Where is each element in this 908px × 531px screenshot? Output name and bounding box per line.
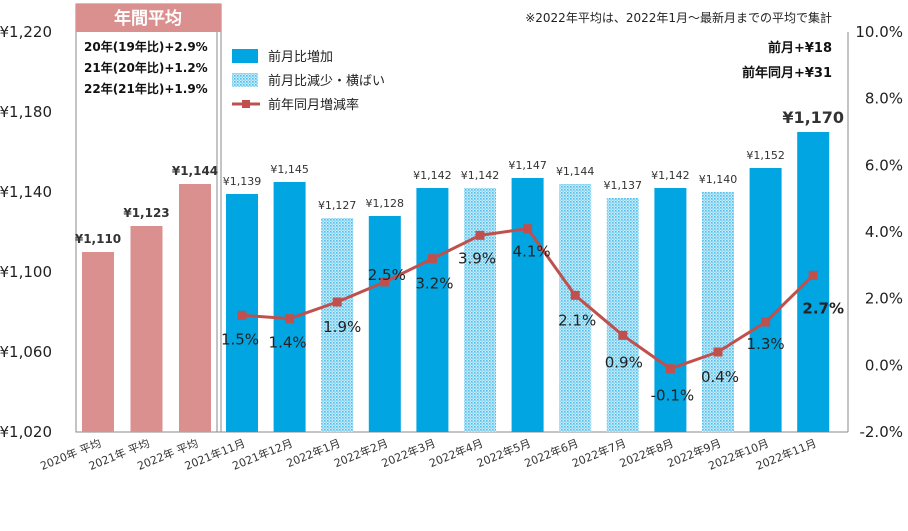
bar-value-label: ¥1,137 xyxy=(604,179,643,192)
y-left-tick-label: ¥1,100 xyxy=(0,263,52,281)
bar xyxy=(797,132,830,432)
bar-value-label: ¥1,110 xyxy=(75,232,121,246)
bar-value-label: ¥1,127 xyxy=(318,199,357,212)
x-tick-label: 2022年1月 xyxy=(284,436,342,470)
bar-value-label: ¥1,144 xyxy=(556,165,595,178)
line-value-label: -0.1% xyxy=(651,387,695,405)
bar xyxy=(130,226,163,432)
bar xyxy=(179,184,211,432)
bar xyxy=(321,218,354,432)
line-point xyxy=(618,330,628,340)
bar xyxy=(702,192,734,432)
x-tick-label: 2022年7月 xyxy=(570,436,628,470)
annual-panel-header xyxy=(76,4,221,32)
line-value-label: 2.5% xyxy=(368,266,406,284)
bar-value-label: ¥1,147 xyxy=(508,159,547,172)
line-value-label: 1.3% xyxy=(747,335,785,353)
line-point xyxy=(570,290,580,300)
stat-mom: 前月+¥18 xyxy=(768,40,832,56)
bar-value-label: ¥1,140 xyxy=(699,173,738,186)
x-tick-label: 2022年5月 xyxy=(475,436,533,470)
bar xyxy=(416,188,449,432)
y-right-tick-label: 2.0% xyxy=(865,290,903,308)
bar xyxy=(654,188,687,432)
line-point xyxy=(332,297,342,307)
line-point xyxy=(713,347,723,357)
annual-note-2022: 22年(21年比)+1.9% xyxy=(84,81,208,96)
line-value-label: 0.4% xyxy=(701,368,739,386)
line-point xyxy=(761,317,771,327)
bar-value-label: ¥1,139 xyxy=(223,175,262,188)
bar-value-label: ¥1,123 xyxy=(123,206,169,220)
x-tick-label: 2022年3月 xyxy=(379,436,437,470)
legend-swatch-decrease xyxy=(232,73,258,87)
line-point xyxy=(380,277,390,287)
bar-value-label: ¥1,145 xyxy=(270,163,309,176)
annual-panel-title: 年間平均 xyxy=(114,8,182,29)
line-value-label: 1.4% xyxy=(269,334,307,352)
bar xyxy=(273,182,306,432)
bar-value-label: ¥1,170 xyxy=(782,108,844,127)
line-point xyxy=(665,364,675,374)
x-tick-label: 2022年4月 xyxy=(427,436,485,470)
bar xyxy=(82,252,114,432)
line-point xyxy=(237,310,247,320)
line-value-label: 2.7% xyxy=(802,299,844,317)
legend-label-increase: 前月比増加 xyxy=(268,49,333,65)
line-point xyxy=(808,270,818,280)
y-left-tick-label: ¥1,180 xyxy=(0,103,52,121)
bar xyxy=(749,168,782,432)
legend-swatch-line-marker xyxy=(242,100,250,108)
line-point xyxy=(285,314,295,324)
legend-label-line: 前年同月増減率 xyxy=(268,97,359,113)
bar-value-label: ¥1,142 xyxy=(461,169,500,182)
bar-value-label: ¥1,152 xyxy=(746,149,785,162)
stat-yoy: 前年同月+¥31 xyxy=(742,65,832,81)
y-right-tick-label: -2.0% xyxy=(859,423,903,441)
y-left-tick-label: ¥1,140 xyxy=(0,183,52,201)
x-tick-label: 2022年8月 xyxy=(617,436,675,470)
y-right-tick-label: 0.0% xyxy=(865,356,903,374)
bar xyxy=(559,184,592,432)
bar-value-label: ¥1,142 xyxy=(651,169,690,182)
line-point xyxy=(523,224,533,234)
line-value-label: 1.9% xyxy=(323,318,361,336)
bar xyxy=(606,198,639,432)
footnote: ※2022年平均は、2022年1月～最新月までの平均で集計 xyxy=(525,10,832,25)
bar xyxy=(464,188,496,432)
line-value-label: 2.1% xyxy=(558,311,596,329)
x-tick-label: 2022年2月 xyxy=(332,436,390,470)
line-value-label: 3.2% xyxy=(415,275,453,293)
y-right-tick-label: 8.0% xyxy=(865,90,903,108)
x-tick-label: 2022年6月 xyxy=(522,436,580,470)
y-right-tick-label: 6.0% xyxy=(865,156,903,174)
bar xyxy=(511,178,544,432)
bar-value-label: ¥1,142 xyxy=(413,169,452,182)
y-right-tick-label: 10.0% xyxy=(855,23,903,41)
line-value-label: 4.1% xyxy=(513,243,551,261)
line-value-label: 1.5% xyxy=(221,330,259,348)
legend-swatch-increase xyxy=(232,49,258,63)
annual-note-2021: 21年(20年比)+1.2% xyxy=(84,60,208,75)
y-right-tick-label: 4.0% xyxy=(865,223,903,241)
legend-label-decrease: 前月比減少・横ばい xyxy=(268,73,385,89)
line-point xyxy=(427,254,437,264)
bar xyxy=(368,216,401,432)
line-value-label: 0.9% xyxy=(605,353,643,371)
y-left-tick-label: ¥1,020 xyxy=(0,423,52,441)
y-left-tick-label: ¥1,220 xyxy=(0,23,52,41)
line-point xyxy=(475,230,485,240)
annual-note-2020: 20年(19年比)+2.9% xyxy=(84,39,208,54)
y-left-tick-label: ¥1,060 xyxy=(0,343,52,361)
bar-value-label: ¥1,128 xyxy=(366,197,405,210)
bar-value-label: ¥1,144 xyxy=(172,164,218,178)
line-value-label: 3.9% xyxy=(458,249,496,267)
